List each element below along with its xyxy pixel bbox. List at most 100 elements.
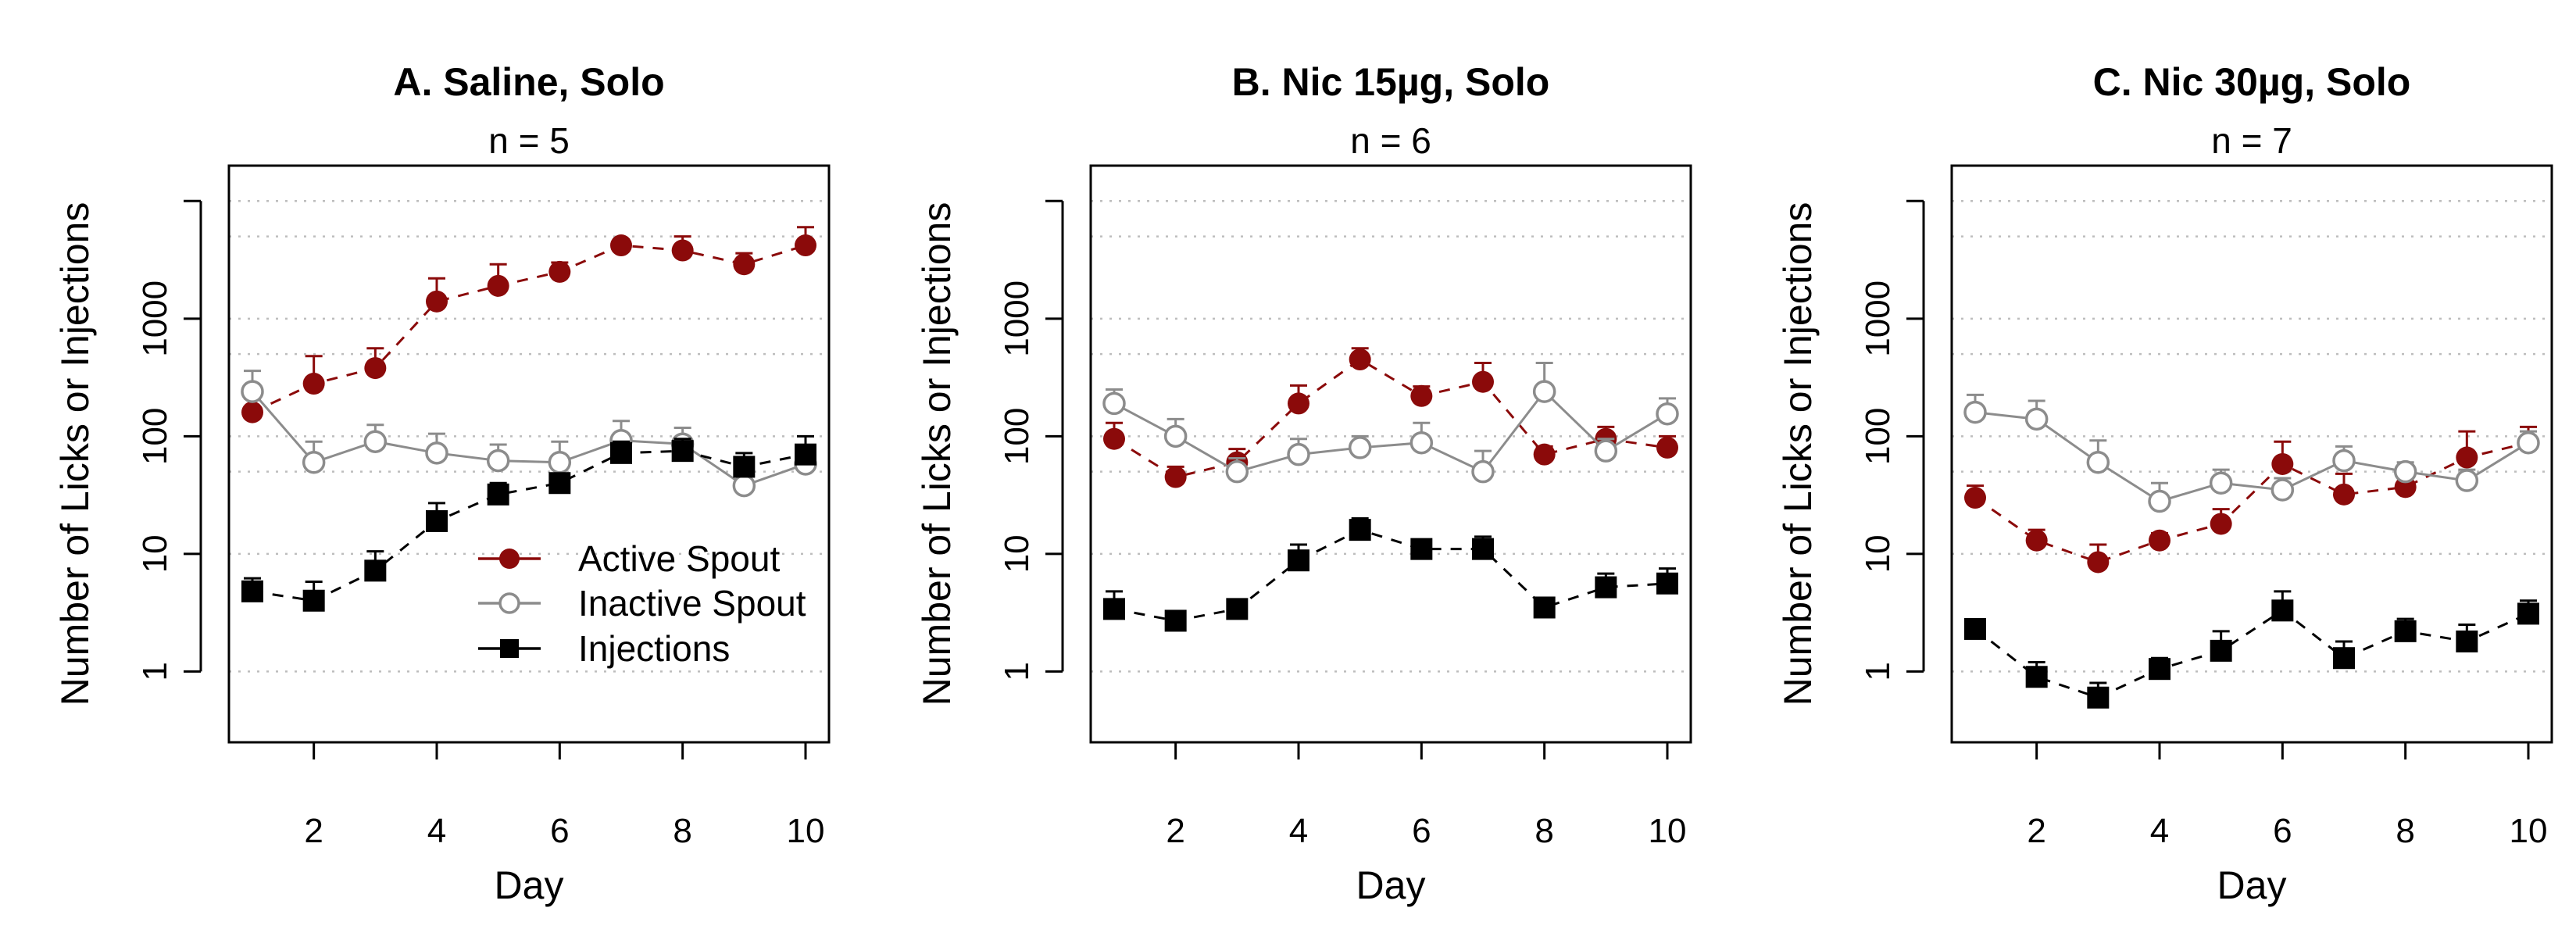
data-point-injection xyxy=(548,472,571,495)
data-point-injection xyxy=(2333,647,2355,670)
series-line-inactive xyxy=(1974,411,2529,503)
data-point-inactive xyxy=(1594,439,1618,463)
data-point-injection xyxy=(1472,538,1494,560)
panel-title: A. Saline, Solo xyxy=(393,60,664,104)
data-point-injection xyxy=(2025,666,2048,688)
x-tick-label: 6 xyxy=(550,812,569,850)
data-point-injection xyxy=(426,509,448,532)
series-line-injections xyxy=(1974,609,2529,699)
data-point-injection xyxy=(1410,538,1433,560)
data-point-active xyxy=(426,290,448,313)
y-tick-label: 1 xyxy=(136,662,174,681)
series-inactive xyxy=(1102,362,1679,484)
data-point-inactive xyxy=(1532,380,1556,403)
legend-marker xyxy=(499,549,520,569)
x-tick-label: 10 xyxy=(2510,812,2548,850)
data-point-injection xyxy=(1656,572,1678,595)
plot-frame xyxy=(1950,164,2553,744)
data-point-active xyxy=(1288,392,1309,415)
data-point-active xyxy=(487,274,509,297)
series-injections xyxy=(241,434,816,612)
series-injections xyxy=(1964,590,2539,709)
data-point-injection xyxy=(2456,630,2478,652)
y-tick-label: 10 xyxy=(136,534,174,573)
data-point-inactive xyxy=(2455,469,2479,492)
data-point-active xyxy=(2456,446,2478,469)
legend-label: Active Spout xyxy=(578,538,780,579)
data-point-inactive xyxy=(425,441,448,465)
data-point-active xyxy=(671,239,694,262)
chart-panel-2: B. Nic 15µg, Solo n = 6 1 10 100 1000 Number o… xyxy=(915,60,1692,907)
data-point-injection xyxy=(610,441,632,464)
legend-marker xyxy=(498,592,520,614)
data-point-injection xyxy=(1226,598,1249,620)
data-point-inactive xyxy=(1409,431,1434,455)
data-point-injection xyxy=(733,456,756,478)
panel-subtitle: n = 7 xyxy=(2211,120,2292,161)
x-tick-label: 10 xyxy=(1649,812,1687,850)
y-axis-title: Number of Licks or Injections xyxy=(1776,202,1820,706)
data-point-active xyxy=(610,234,632,257)
data-point-injection xyxy=(1288,549,1309,572)
data-point-active xyxy=(1103,427,1125,450)
data-point-inactive xyxy=(548,450,572,474)
y-tick-label: 100 xyxy=(136,408,174,465)
data-point-injection xyxy=(1595,576,1617,599)
data-point-inactive xyxy=(302,450,326,474)
data-point-injection xyxy=(2149,658,2170,681)
data-point-active xyxy=(2025,529,2048,552)
data-point-active xyxy=(548,260,571,283)
plot-frame xyxy=(1089,164,1692,744)
data-point-active xyxy=(795,234,816,257)
y-tick-label: 10 xyxy=(998,534,1036,573)
data-point-injection xyxy=(1349,519,1371,541)
y-axis-title: Number of Licks or Injections xyxy=(53,202,97,706)
data-point-active xyxy=(2087,551,2110,574)
legend-item-inactive: Inactive Spout xyxy=(478,583,806,624)
data-point-active xyxy=(1533,443,1556,466)
panel-subtitle: n = 5 xyxy=(488,120,570,161)
data-point-injection xyxy=(241,580,263,602)
y-tick-label: 1000 xyxy=(998,281,1036,357)
data-point-inactive xyxy=(1963,400,1987,424)
data-point-inactive xyxy=(2271,478,2295,502)
series-inactive xyxy=(241,370,817,498)
data-point-injection xyxy=(795,443,816,466)
data-point-active xyxy=(302,373,325,395)
series-injections xyxy=(1103,517,1678,632)
data-point-injection xyxy=(1533,596,1556,619)
series-line-inactive xyxy=(1113,389,1668,474)
plot-frame xyxy=(227,164,831,744)
y-tick-label: 1 xyxy=(1859,662,1897,681)
legend-label: Inactive Spout xyxy=(578,583,806,624)
x-tick-label: 8 xyxy=(673,812,691,850)
legend-item-injections: Injections xyxy=(478,628,730,669)
legend-item-active: Active Spout xyxy=(478,538,780,579)
series-line-active xyxy=(252,244,806,413)
data-point-injection xyxy=(671,440,694,463)
x-axis-title: Day xyxy=(495,863,564,907)
data-point-injection xyxy=(302,589,325,612)
x-tick-label: 2 xyxy=(1166,812,1184,850)
data-point-inactive xyxy=(2209,471,2233,495)
x-axis-title: Day xyxy=(2217,863,2287,907)
chart-panel-1: A. Saline, Solo n = 5 1 10 100 1000 Number of … xyxy=(53,60,831,907)
x-tick-label: 4 xyxy=(2150,812,2169,850)
panel-subtitle: n = 6 xyxy=(1350,120,1431,161)
panel-title: C. Nic 30µg, Solo xyxy=(2093,60,2411,104)
data-point-injection xyxy=(2271,599,2294,622)
legend-label: Injections xyxy=(578,628,730,669)
data-point-inactive xyxy=(486,448,510,473)
data-point-inactive xyxy=(2332,448,2356,473)
data-point-active xyxy=(1964,487,1986,509)
data-point-inactive xyxy=(1225,459,1249,484)
data-point-active xyxy=(2271,452,2294,475)
x-tick-label: 6 xyxy=(1412,812,1431,850)
data-point-inactive xyxy=(241,380,264,403)
grid xyxy=(229,200,829,673)
y-axis-title: Number of Licks or Injections xyxy=(915,202,959,706)
y-tick-label: 1000 xyxy=(136,281,174,357)
data-point-active xyxy=(2210,513,2232,535)
data-point-inactive xyxy=(2148,489,2171,513)
